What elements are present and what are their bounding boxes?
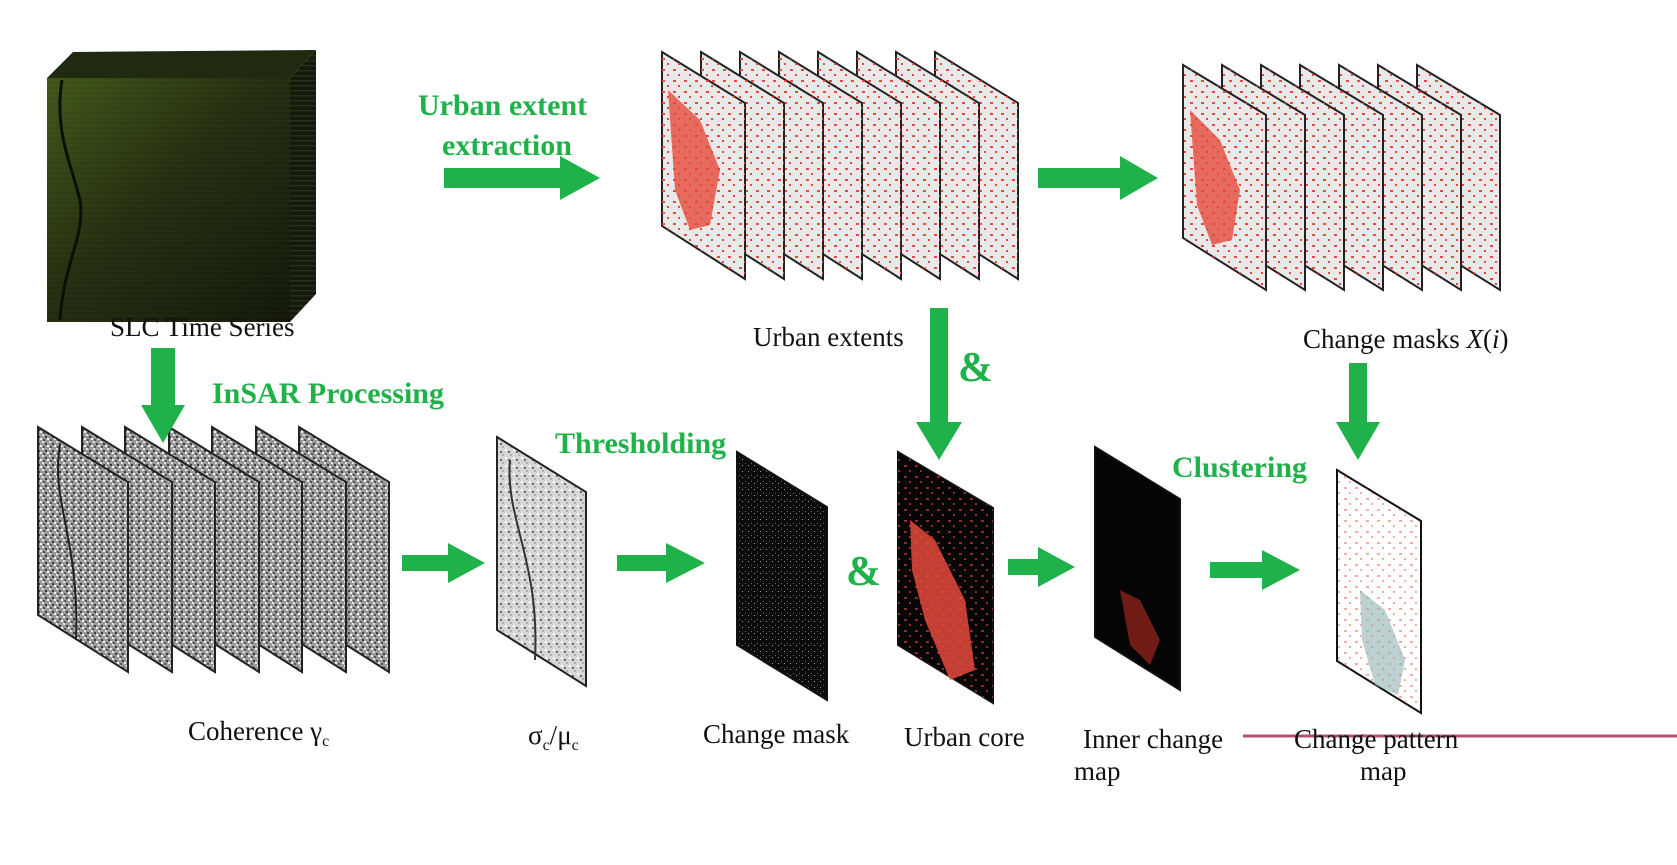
thresholding-step: Thresholding	[555, 424, 726, 464]
sigma-mu-label: σc/μc	[528, 718, 579, 763]
urban-extent-step-line2: extraction	[442, 126, 572, 166]
change-masks-open: (	[1483, 324, 1492, 354]
change-mask-label: Change mask	[703, 717, 849, 751]
sigma-mu-panel	[497, 437, 586, 686]
change-masks-var: X	[1466, 324, 1483, 354]
urban-extents-stack	[662, 52, 1018, 279]
urban-core-panel	[898, 452, 993, 703]
inner-change-map-panel	[1095, 447, 1180, 690]
coherence-sub: c	[322, 733, 329, 750]
cube-top-face	[47, 50, 316, 78]
arrow-to-sigma-mu	[402, 543, 485, 583]
coherence-label: Coherence γc	[188, 714, 329, 759]
change-masks-prefix: Change masks	[1303, 324, 1466, 354]
mu-symbol: μ	[557, 720, 571, 750]
urban-core-label: Urban core	[904, 720, 1025, 754]
coherence-text: Coherence γ	[188, 716, 322, 746]
and-operator-urban: &	[958, 344, 993, 392]
arrow-thresholding	[617, 543, 705, 583]
sigma-sub: c	[543, 737, 550, 754]
arrow-insar-processing	[141, 348, 185, 443]
arrow-to-inner-change	[1008, 547, 1075, 587]
change-masks-close: )	[1500, 324, 1509, 354]
cube-side-face	[290, 50, 316, 322]
inner-change-label-line1: Inner change	[1083, 722, 1223, 756]
change-masks-stack	[1183, 65, 1500, 290]
change-pattern-label-line2: map	[1360, 754, 1407, 788]
change-pattern-map-panel	[1337, 470, 1421, 713]
and-operator-mask: &	[846, 548, 881, 596]
urban-extents-label: Urban extents	[753, 320, 904, 354]
arrow-urban-extents-down	[916, 308, 962, 460]
inner-change-label-line2: map	[1074, 754, 1121, 788]
clustering-step: Clustering	[1172, 448, 1307, 488]
slc-time-series-cube	[47, 50, 316, 322]
urban-extent-step-line1: Urban extent	[418, 86, 587, 126]
change-mask-panel	[737, 452, 827, 700]
change-pattern-label-line1: Change pattern	[1294, 722, 1458, 756]
coherence-stack	[38, 427, 389, 672]
cube-front-shade	[47, 78, 290, 322]
sigma-symbol: σ	[528, 720, 543, 750]
arrow-change-masks-down	[1336, 363, 1380, 460]
arrow-to-change-masks	[1038, 156, 1158, 200]
slc-time-series-label: SLC Time Series	[110, 310, 295, 344]
change-masks-label: Change masks X(i)	[1303, 322, 1509, 356]
insar-processing-step: InSAR Processing	[212, 374, 444, 414]
change-masks-index: i	[1492, 324, 1500, 354]
arrow-clustering	[1210, 550, 1300, 590]
mu-sub: c	[572, 737, 579, 754]
